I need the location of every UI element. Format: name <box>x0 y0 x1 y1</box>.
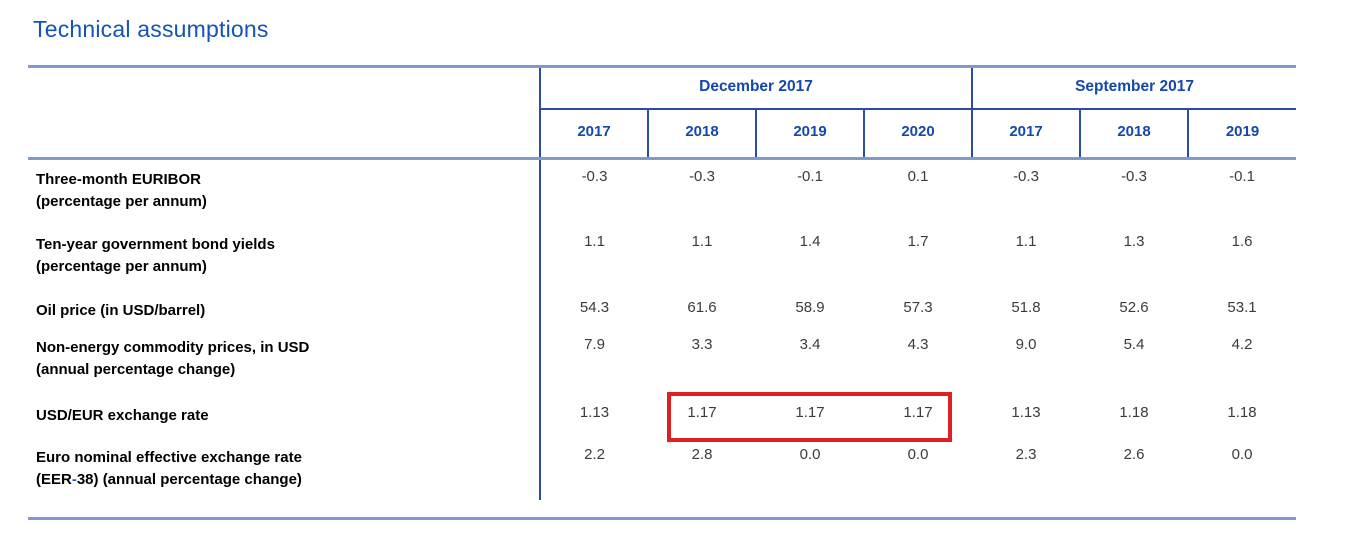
column-group-december-2017: December 2017 <box>539 66 972 110</box>
technical-assumptions-table: December 2017 September 2017 2017 2018 2… <box>28 65 1297 500</box>
value-cell: 1.13 <box>579 403 610 421</box>
value-cell: 54.3 <box>579 298 610 316</box>
header-spacer <box>28 67 540 109</box>
header-spacer <box>28 108 540 160</box>
year-header-row: 2017 2018 2019 2020 2017 2018 2019 <box>28 108 1297 160</box>
value-cell: 0.0 <box>799 445 821 463</box>
row-label-sub: (EER-38) (annual percentage change) <box>36 469 539 491</box>
table-row-bond-yields: Ten-year government bond yields (percent… <box>28 224 1296 291</box>
sublabel-blue-hyphen: - <box>71 470 77 488</box>
value-cell: 9.0 <box>1015 335 1037 353</box>
value-cell: 1.1 <box>584 232 605 250</box>
value-cell: 52.6 <box>1119 298 1149 316</box>
value-cell: -0.3 <box>1121 168 1147 185</box>
value-cell: -0.1 <box>1229 168 1255 185</box>
value-cell: -0.3 <box>581 168 608 185</box>
value-cell-highlighted: 1.17 <box>687 403 717 421</box>
table-row-oil-price: Oil price (in USD/barrel) 54.3 61.6 58.9… <box>28 290 1296 328</box>
value-cell: 1.1 <box>691 232 713 250</box>
value-cell: 1.6 <box>1231 232 1253 250</box>
year-header-dec-2017: 2017 <box>539 108 648 160</box>
row-label-main: Three-month EURIBOR <box>36 171 201 188</box>
year-header-sep-2018: 2018 <box>1079 108 1188 160</box>
row-label-main: Euro nominal effective exchange rate <box>36 448 302 466</box>
value-cell: 1.7 <box>907 232 929 250</box>
value-cell: 0.1 <box>907 168 929 185</box>
table-row-usd-eur-rate: USD/EUR exchange rate 1.13 1.17 1.17 1.1… <box>28 395 1296 438</box>
row-label: Euro nominal effective exchange rate (EE… <box>28 437 541 500</box>
row-label-main: Ten-year government bond yields <box>36 235 275 253</box>
row-label-sub: (percentage per annum) <box>36 193 207 210</box>
value-cell: -0.1 <box>797 168 823 185</box>
value-cell: -0.3 <box>1013 168 1039 185</box>
value-cell: 58.9 <box>795 298 825 316</box>
table-row-euribor: Three-month EURIBOR (percentage per annu… <box>28 158 1296 225</box>
value-cell: 2.8 <box>691 445 713 463</box>
row-label-main: Oil price (in USD/barrel) <box>36 301 206 319</box>
value-cell: 3.3 <box>691 335 713 353</box>
row-label-sub: (annual percentage change) <box>36 360 236 378</box>
year-header-dec-2019: 2019 <box>755 108 864 160</box>
value-cell: 1.1 <box>1015 232 1037 250</box>
value-cell: 2.3 <box>1015 445 1037 463</box>
value-cell: 53.1 <box>1227 298 1257 316</box>
value-cell: 4.3 <box>907 335 929 353</box>
value-cell: 4.2 <box>1231 335 1253 353</box>
row-label: Oil price (in USD/barrel) <box>28 290 541 328</box>
bottom-rule <box>28 517 1296 520</box>
sublabel-part: (EER <box>36 470 72 488</box>
year-header-sep-2019: 2019 <box>1186 108 1297 160</box>
year-header-sep-2017: 2017 <box>971 108 1080 160</box>
value-cell: 0.0 <box>907 445 929 463</box>
table-row-eer38: Euro nominal effective exchange rate (EE… <box>28 437 1296 500</box>
value-cell: 0.0 <box>1231 445 1253 463</box>
value-cell: 1.18 <box>1227 403 1257 421</box>
value-cell: 1.4 <box>799 232 821 250</box>
sublabel-part: 38) (annual percentage change) <box>76 470 302 488</box>
value-cell: -0.3 <box>689 168 715 185</box>
row-label-main: USD/EUR exchange rate <box>36 406 209 424</box>
row-label: Non-energy commodity prices, in USD (ann… <box>28 327 541 396</box>
year-header-dec-2018: 2018 <box>647 108 756 160</box>
value-cell: 1.3 <box>1123 232 1145 250</box>
value-cell: 1.18 <box>1119 403 1149 421</box>
value-cell: 1.13 <box>1011 403 1041 421</box>
value-cell: 61.6 <box>687 298 717 316</box>
value-cell: 7.9 <box>584 335 605 353</box>
value-cell: 57.3 <box>903 298 933 316</box>
row-label-sub: (percentage per annum) <box>36 257 207 275</box>
value-cell: 51.8 <box>1011 298 1041 316</box>
row-label: USD/EUR exchange rate <box>28 395 541 438</box>
year-header-dec-2020: 2020 <box>863 108 972 160</box>
value-cell: 3.4 <box>799 335 821 353</box>
value-cell: 2.6 <box>1123 445 1145 463</box>
value-cell-highlighted: 1.17 <box>903 403 933 421</box>
value-cell: 5.4 <box>1123 335 1145 353</box>
row-label: Ten-year government bond yields (percent… <box>28 224 541 291</box>
page-title: Technical assumptions <box>33 16 269 42</box>
row-label-main: Non-energy commodity prices, in USD <box>36 338 310 356</box>
value-cell: 2.2 <box>584 445 605 463</box>
column-group-header-row: December 2017 September 2017 <box>28 66 1297 110</box>
row-label: Three-month EURIBOR (percentage per annu… <box>28 158 541 225</box>
value-cell-highlighted: 1.17 <box>795 403 825 421</box>
column-group-september-2017: September 2017 <box>970 66 1297 110</box>
table-row-non-energy-commodity: Non-energy commodity prices, in USD (ann… <box>28 327 1296 396</box>
